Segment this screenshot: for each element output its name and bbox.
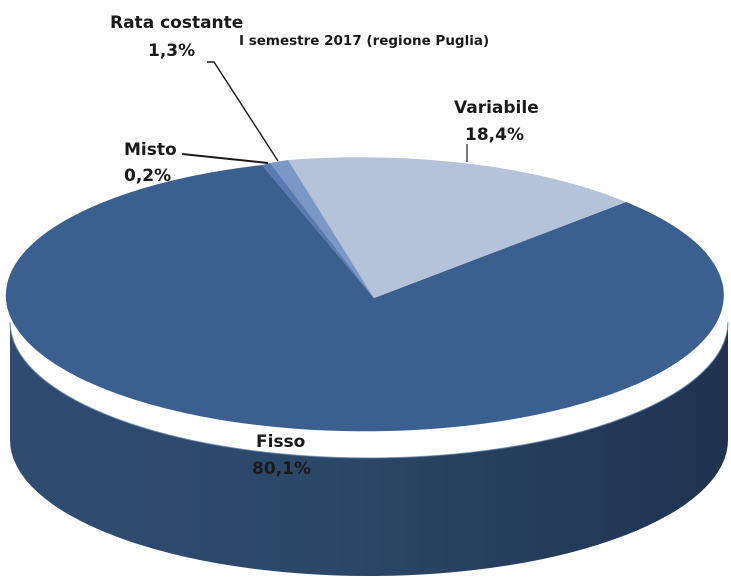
label-name-misto: Misto — [124, 140, 177, 160]
pie-side — [10, 322, 728, 576]
label-value-rata-costante: 1,3% — [148, 41, 195, 61]
label-name-fisso: Fisso — [256, 432, 305, 452]
slice-variabile — [288, 157, 626, 298]
label-name-variabile: Variabile — [454, 98, 539, 118]
label-value-misto: 0,2% — [124, 166, 171, 186]
label-value-fisso: 80,1% — [252, 459, 311, 479]
leader-line-misto — [181, 153, 269, 164]
label-name-rata-costante: Rata costante — [110, 13, 243, 33]
leader-line-rata-costante — [207, 61, 279, 162]
chart-title: I semestre 2017 (regione Puglia) — [239, 33, 489, 49]
slice-misto — [262, 163, 374, 298]
label-value-variabile: 18,4% — [465, 125, 524, 145]
slice-fisso — [5, 165, 724, 432]
slice-rata-costante — [270, 160, 374, 298]
